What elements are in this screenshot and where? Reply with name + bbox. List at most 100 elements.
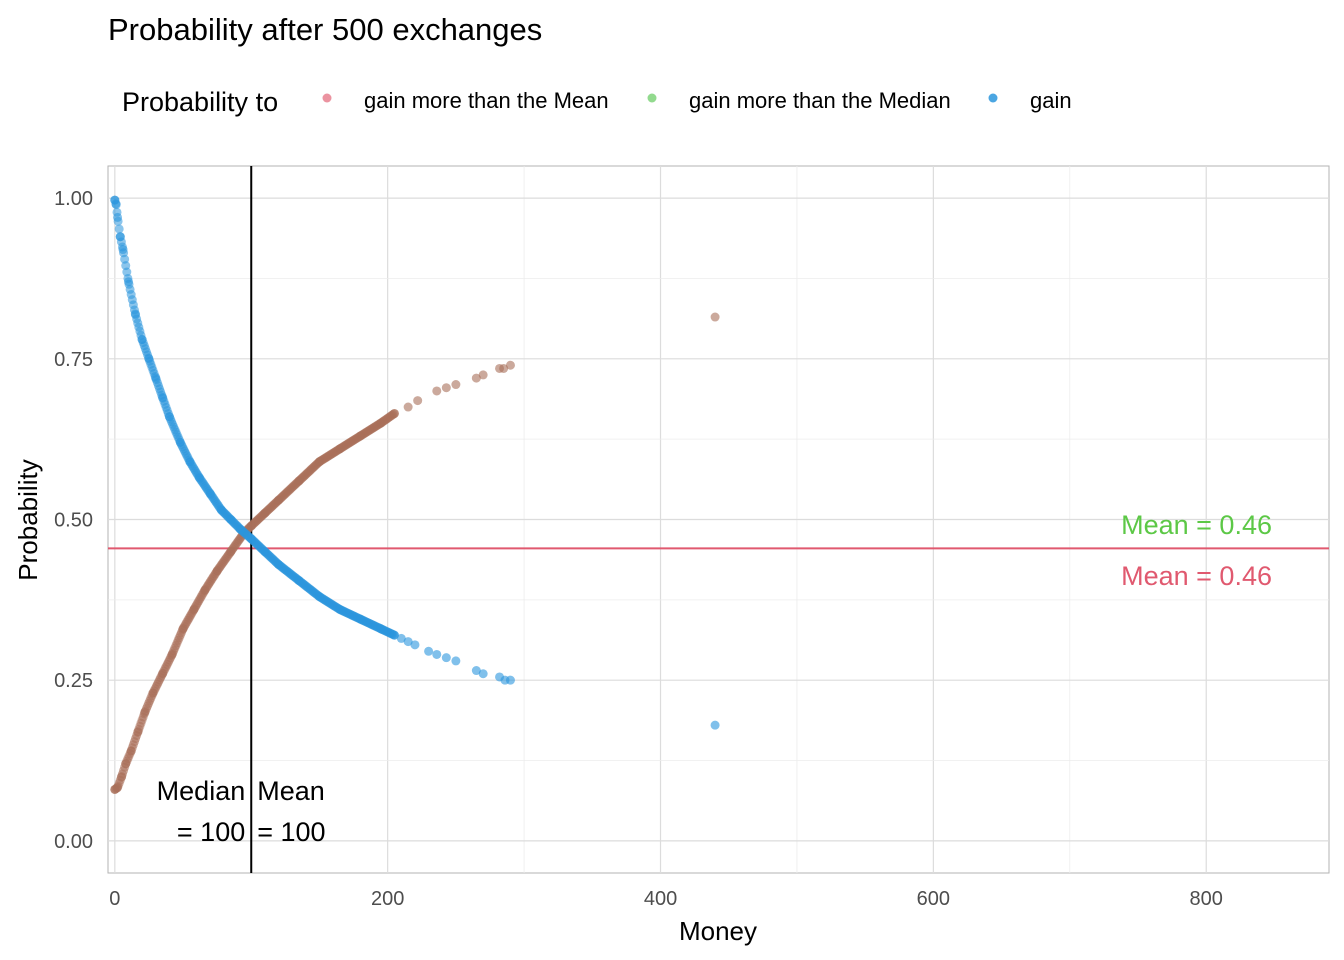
legend-key bbox=[322, 93, 332, 103]
data-point bbox=[235, 524, 245, 534]
data-point bbox=[144, 354, 154, 364]
data-point bbox=[424, 646, 434, 656]
data-point bbox=[274, 495, 284, 505]
legend-key bbox=[647, 93, 657, 103]
data-point bbox=[376, 624, 386, 634]
reference-lines bbox=[108, 166, 1329, 873]
data-point bbox=[432, 386, 442, 396]
data-point bbox=[151, 373, 161, 383]
data-point bbox=[113, 212, 123, 222]
data-point bbox=[335, 444, 345, 454]
legend-key bbox=[988, 93, 998, 103]
data-point bbox=[133, 727, 143, 737]
legend-label: gain more than the Mean bbox=[364, 88, 609, 113]
x-tick-label: 600 bbox=[917, 888, 950, 910]
y-tick-label: 0.25 bbox=[54, 670, 93, 692]
data-point bbox=[403, 402, 413, 412]
data-point bbox=[471, 373, 481, 383]
legend-label: gain more than the Median bbox=[689, 88, 951, 113]
data-point bbox=[389, 408, 399, 418]
data-point bbox=[126, 746, 136, 756]
x-tick-label: 0 bbox=[109, 888, 120, 910]
data-point bbox=[113, 783, 123, 793]
data-point bbox=[355, 614, 365, 624]
data-point bbox=[117, 772, 127, 782]
data-point bbox=[274, 559, 284, 569]
data-point bbox=[114, 224, 124, 234]
data-point bbox=[335, 604, 345, 614]
x-tick-label: 200 bbox=[371, 888, 404, 910]
data-point bbox=[111, 200, 121, 210]
data-point bbox=[403, 637, 413, 647]
data-point bbox=[314, 457, 324, 467]
data-point bbox=[216, 505, 226, 515]
y-tick-label: 0.50 bbox=[54, 510, 93, 532]
x-tick-label: 800 bbox=[1190, 888, 1223, 910]
data-point bbox=[175, 437, 185, 447]
data-point bbox=[130, 309, 140, 319]
mean-money-annotation: Mean = 100 bbox=[257, 776, 325, 847]
data-point bbox=[294, 476, 304, 486]
data-point bbox=[246, 521, 256, 531]
data-point bbox=[505, 360, 515, 370]
data-point bbox=[260, 547, 270, 557]
data-point bbox=[478, 669, 488, 679]
data-point bbox=[471, 666, 481, 676]
median-annotation: Median = 100 bbox=[157, 776, 246, 847]
mean-mean-prob-annotation: Mean = 0.46 bbox=[1121, 561, 1272, 591]
y-tick-label: 0.00 bbox=[54, 831, 93, 853]
data-point bbox=[451, 380, 461, 390]
data-point bbox=[389, 630, 399, 640]
y-tick-label: 1.00 bbox=[54, 188, 93, 210]
data-point bbox=[123, 277, 133, 287]
data-point bbox=[451, 656, 461, 666]
mean-median-prob-annotation: Mean = 0.46 bbox=[1121, 510, 1272, 540]
chart-title: Probability after 500 exchanges bbox=[108, 12, 542, 47]
series-gain-more-than-mean bbox=[110, 312, 720, 794]
data-point bbox=[314, 592, 324, 602]
data-point bbox=[212, 566, 222, 576]
data-point bbox=[499, 363, 509, 373]
data-point bbox=[158, 669, 168, 679]
data-point bbox=[441, 653, 451, 663]
x-tick-label: 400 bbox=[644, 888, 677, 910]
data-point bbox=[413, 396, 423, 406]
data-point bbox=[118, 245, 128, 255]
data-point bbox=[194, 473, 204, 483]
data-point bbox=[710, 312, 720, 322]
data-point bbox=[164, 412, 174, 422]
data-point bbox=[260, 508, 270, 518]
series-gain bbox=[110, 195, 720, 730]
data-point bbox=[158, 392, 168, 402]
data-point bbox=[410, 640, 420, 650]
data-point bbox=[396, 633, 406, 643]
data-point bbox=[355, 431, 365, 441]
data-point bbox=[376, 418, 386, 428]
data-point bbox=[137, 335, 147, 345]
x-axis-title: Money bbox=[679, 916, 757, 946]
data-point bbox=[505, 675, 515, 685]
data-point bbox=[140, 707, 150, 717]
data-point bbox=[226, 515, 236, 524]
data-point bbox=[226, 547, 236, 557]
data-point bbox=[294, 576, 304, 586]
data-point bbox=[246, 534, 256, 544]
y-axis-title: Probability bbox=[13, 459, 43, 580]
data-point bbox=[148, 688, 158, 698]
gridlines bbox=[108, 166, 1329, 873]
y-tick-label: 0.75 bbox=[54, 349, 93, 371]
legend-label: gain bbox=[1030, 88, 1072, 113]
data-point bbox=[189, 604, 199, 614]
data-point bbox=[710, 720, 720, 730]
data-point bbox=[205, 489, 215, 499]
data-point bbox=[121, 759, 131, 769]
data-points bbox=[110, 195, 720, 794]
legend: Probability to gain more than the Mean ga… bbox=[122, 87, 1072, 117]
legend-title: Probability to bbox=[122, 87, 278, 117]
data-point bbox=[441, 383, 451, 393]
data-point bbox=[167, 649, 177, 659]
data-point bbox=[178, 624, 188, 634]
data-point bbox=[115, 232, 125, 242]
